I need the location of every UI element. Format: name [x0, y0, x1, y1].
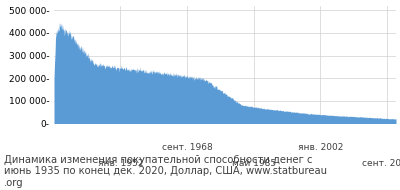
Text: Динамика изменения покупательной способности денег с
июнь 1935 по конец дек. 202: Динамика изменения покупательной способн…	[4, 155, 327, 188]
Text: сент. 1968: сент. 1968	[162, 142, 212, 151]
Text: май 1985: май 1985	[232, 159, 276, 168]
Text: сент. 2018: сент. 2018	[362, 159, 400, 168]
Text: янв. 1952: янв. 1952	[98, 159, 143, 168]
Text: янв. 2002: янв. 2002	[298, 142, 343, 151]
